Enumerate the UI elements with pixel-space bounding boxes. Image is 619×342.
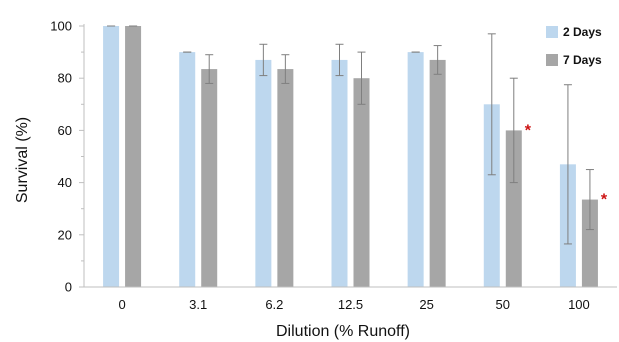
x-tick-label-50: 50 — [496, 297, 510, 312]
significance-marker-7-days-100: * — [601, 192, 608, 209]
bar-7-days-12-5 — [353, 78, 370, 287]
error-bar-7-days-100 — [585, 169, 594, 231]
y-tick-label-80: 80 — [58, 71, 72, 86]
x-tick-label-12-5: 12.5 — [338, 297, 363, 312]
error-bar-2-days-50 — [487, 33, 496, 176]
error-bar-7-days-12-5 — [357, 51, 366, 105]
y-ticks: 0 20 40 60 80 100 — [50, 19, 84, 295]
error-bar-7-days-25 — [433, 45, 442, 75]
x-ticks: 0 3.1 6.2 12.5 25 50 100 — [118, 297, 589, 312]
x-tick-label-0: 0 — [118, 297, 125, 312]
bar-7-days-25 — [429, 59, 446, 288]
bar-7-days-0 — [125, 26, 142, 287]
bar-2-days-50 — [483, 104, 500, 287]
y-tick-label-100: 100 — [50, 19, 72, 34]
bar-2-days-3-1 — [179, 52, 196, 287]
x-tick-label-100: 100 — [568, 297, 590, 312]
bar-7-days-6-2 — [277, 69, 294, 287]
y-axis-title: Survival (%) — [14, 117, 31, 203]
y-tick-label-40: 40 — [58, 175, 72, 190]
legend-swatch-2-days — [546, 26, 558, 38]
x-tick-label-6-2: 6.2 — [265, 297, 283, 312]
bar-2-days-6-2 — [255, 59, 272, 288]
error-bar-2-days-6-2 — [259, 43, 268, 77]
bar-2-days-0 — [103, 26, 120, 287]
bar-7-days-3-1 — [201, 69, 218, 287]
significance-markers: ** — [525, 122, 608, 208]
error-bar-2-days-100 — [563, 84, 572, 245]
error-bar-7-days-50 — [509, 77, 518, 184]
legend-label-2-days: 2 Days — [563, 25, 602, 39]
error-bar-2-days-12-5 — [335, 43, 344, 77]
x-tick-label-3-1: 3.1 — [189, 297, 207, 312]
bar-7-days-100 — [581, 199, 598, 287]
x-axis-title: Dilution (% Runoff) — [276, 323, 410, 340]
significance-marker-7-days-50: * — [525, 122, 532, 139]
bar-2-days-12-5 — [331, 59, 348, 288]
x-tick-label-25: 25 — [419, 297, 433, 312]
error-bar-7-days-3-1 — [205, 54, 214, 84]
axes-layer — [83, 24, 617, 288]
y-tick-label-0: 0 — [65, 280, 72, 295]
error-bar-7-days-6-2 — [281, 54, 290, 84]
y-tick-label-60: 60 — [58, 123, 72, 138]
legend: 2 Days 7 Days — [546, 25, 602, 67]
y-tick-label-20: 20 — [58, 227, 72, 242]
legend-label-7-days: 7 Days — [563, 53, 602, 67]
bars-layer — [103, 26, 598, 288]
bar-2-days-25 — [407, 52, 424, 287]
error-bars-layer — [107, 25, 594, 245]
bar-7-days-50 — [505, 130, 522, 287]
legend-swatch-7-days — [546, 54, 558, 66]
